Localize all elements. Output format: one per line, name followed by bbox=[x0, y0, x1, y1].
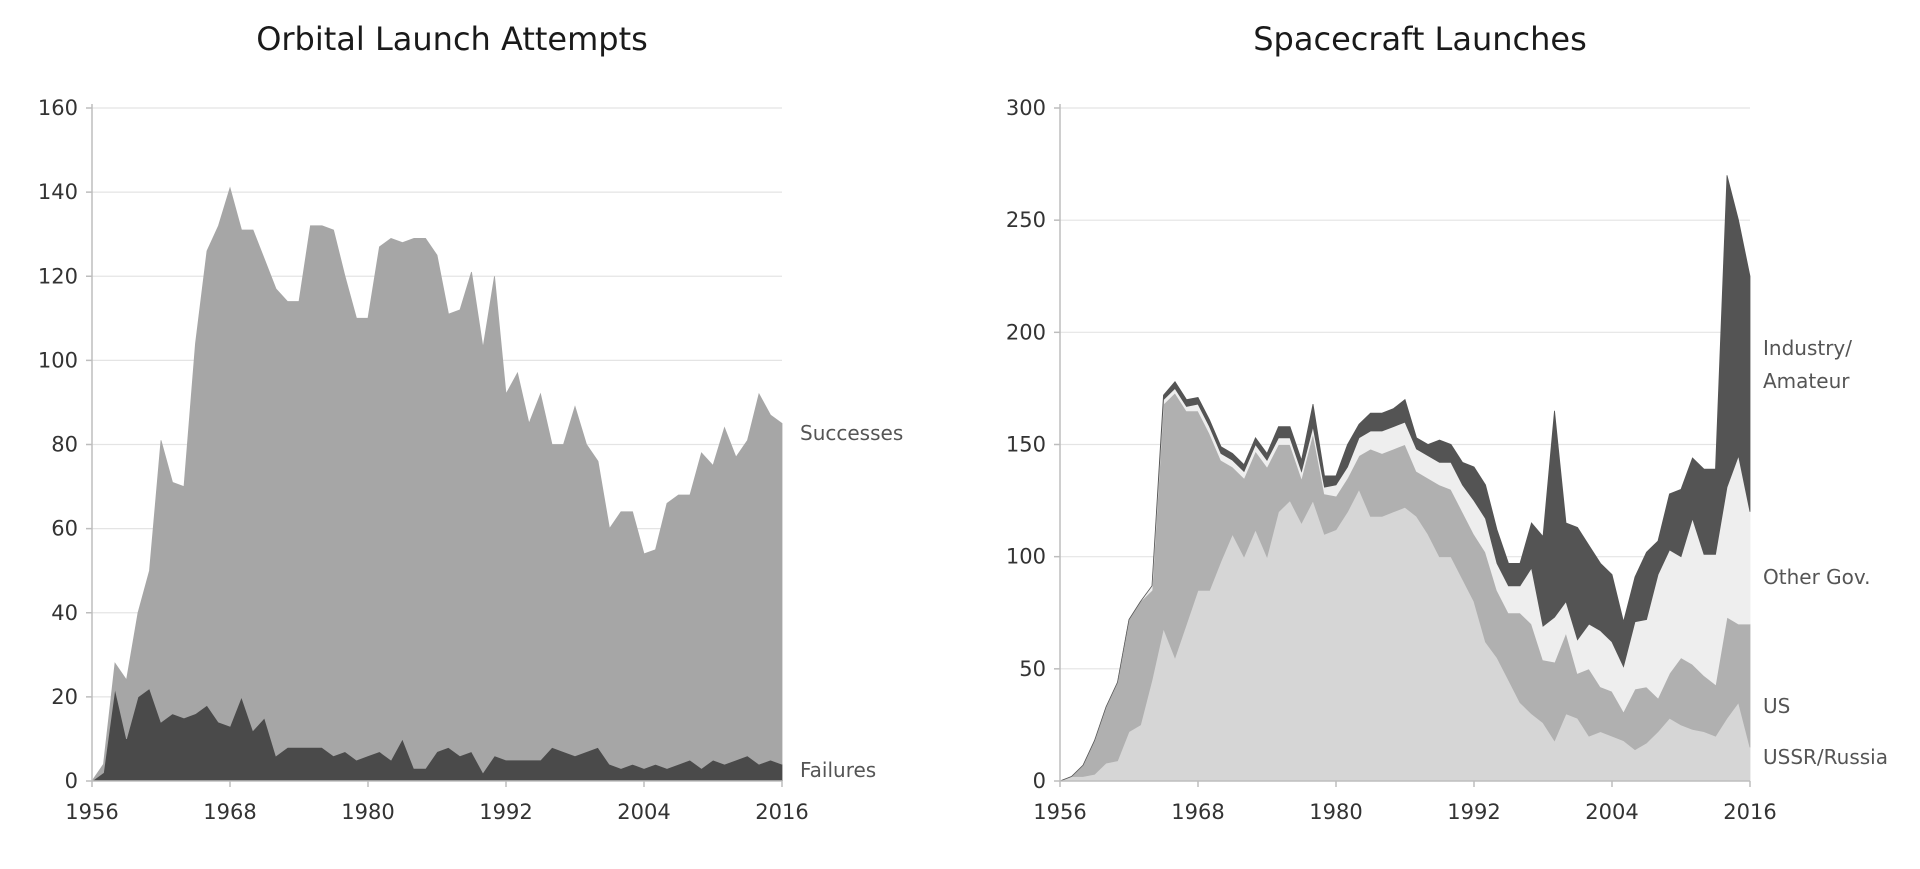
y-tick-label: 100 bbox=[38, 348, 78, 372]
y-tick-label: 80 bbox=[51, 433, 78, 457]
x-tick-label: 1992 bbox=[479, 800, 532, 824]
axes bbox=[86, 104, 783, 787]
y-tick-label: 40 bbox=[51, 601, 78, 625]
series-label-other-gov: Other Gov. bbox=[1763, 565, 1871, 589]
series-label-failures: Failures bbox=[800, 758, 876, 782]
x-tick-label: 1980 bbox=[1309, 800, 1362, 824]
x-tick-label: 1980 bbox=[341, 800, 394, 824]
x-tick-label: 2004 bbox=[617, 800, 670, 824]
y-tick-label: 160 bbox=[38, 96, 78, 120]
x-tick-label: 2004 bbox=[1585, 800, 1638, 824]
x-tick-label: 2016 bbox=[1723, 800, 1776, 824]
series-label-us: US bbox=[1763, 694, 1790, 718]
y-tick-label: 140 bbox=[38, 180, 78, 204]
x-tick-label: 1992 bbox=[1447, 800, 1500, 824]
area-series bbox=[1059, 175, 1751, 782]
y-tick-label: 120 bbox=[38, 264, 78, 288]
x-tick-label: 1968 bbox=[1171, 800, 1224, 824]
x-tick-label: 1956 bbox=[1033, 800, 1086, 824]
tick-labels: 0 50 100 150 200 250 300 1956 1968 1980 1992 2004 20… bbox=[1006, 96, 1777, 824]
series-label-industry-line2: Amateur bbox=[1763, 369, 1850, 393]
chart-title: Spacecraft Launches bbox=[1253, 20, 1587, 58]
y-tick-label: 250 bbox=[1006, 208, 1046, 232]
area-successes bbox=[91, 186, 783, 782]
y-tick-label: 300 bbox=[1006, 96, 1046, 120]
tick-labels: 0 20 40 60 80 100 120 140 160 1956 1968 1980 1992 200… bbox=[38, 96, 809, 824]
x-tick-label: 1956 bbox=[65, 800, 118, 824]
x-tick-label: 2016 bbox=[755, 800, 808, 824]
spacecraft-launches-chart: Spacecraft Launches 0 50 100 150 200 250 300 19… bbox=[1006, 20, 1888, 824]
area-industry-amateur bbox=[1059, 175, 1751, 782]
orbital-launch-chart: Orbital Launch Attempts 0 20 40 60 80 100 120 1… bbox=[38, 20, 903, 824]
chart-title: Orbital Launch Attempts bbox=[256, 20, 648, 58]
y-tick-label: 100 bbox=[1006, 545, 1046, 569]
y-tick-label: 20 bbox=[51, 685, 78, 709]
x-tick-label: 1968 bbox=[203, 800, 256, 824]
y-tick-label: 0 bbox=[65, 769, 78, 793]
y-tick-label: 150 bbox=[1006, 433, 1046, 457]
y-tick-label: 0 bbox=[1033, 769, 1046, 793]
y-tick-label: 60 bbox=[51, 517, 78, 541]
area-series bbox=[90, 186, 783, 782]
y-tick-label: 50 bbox=[1019, 657, 1046, 681]
axes bbox=[1054, 104, 1751, 787]
series-label-successes: Successes bbox=[800, 421, 903, 445]
series-label-industry-line1: Industry/ bbox=[1763, 336, 1852, 360]
y-tick-label: 200 bbox=[1006, 320, 1046, 344]
series-label-ussr-russia: USSR/Russia bbox=[1763, 745, 1888, 769]
